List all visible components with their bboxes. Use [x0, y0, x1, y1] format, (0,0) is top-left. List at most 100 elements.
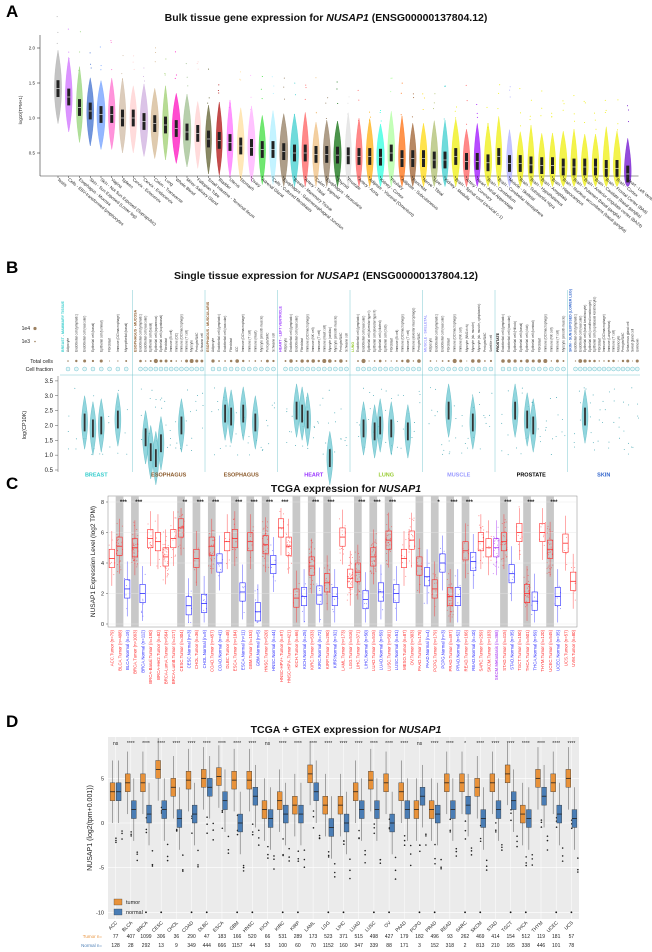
data-point — [412, 536, 414, 538]
tumor-count: 179 — [400, 934, 409, 940]
data-point — [310, 562, 312, 564]
expression-point — [537, 428, 539, 430]
outlier-point — [294, 94, 296, 96]
data-point — [423, 602, 425, 604]
data-point — [313, 583, 315, 585]
outlier-point — [347, 102, 349, 104]
expression-point — [262, 449, 264, 450]
expression-point — [485, 422, 487, 424]
outlier-point — [145, 911, 147, 914]
cell-type-label: Sebaceous gland cell — [626, 321, 630, 352]
data-point — [309, 576, 311, 578]
cell-fraction-pie — [168, 366, 174, 372]
data-point — [170, 525, 172, 527]
outlier-point — [561, 855, 564, 857]
panel-b-title: Single tissue expression for NUSAP1 (ENS… — [0, 270, 652, 282]
total-cells-dot — [562, 360, 565, 362]
expression-point — [268, 443, 270, 445]
expression-point — [273, 407, 275, 409]
data-point — [262, 555, 264, 557]
expression-point — [484, 417, 486, 419]
data-point — [386, 524, 388, 526]
cell-type-label: Epithelial cell (alveolar type I) — [367, 311, 371, 352]
total-cells-dot — [507, 359, 511, 363]
outlier-point — [312, 815, 315, 818]
cell-fraction-pie — [635, 366, 640, 372]
normal-count: 171 — [400, 943, 409, 949]
x-tick-label: LGG.Tumor (n=516) — [348, 629, 353, 668]
data-point — [311, 580, 313, 582]
data-point — [285, 532, 287, 534]
cell-type-label: Epithelial cell (suprabasal keratinocyte… — [593, 297, 597, 352]
box — [242, 404, 245, 423]
outlier-point — [121, 832, 123, 835]
total-cells-dot — [357, 360, 359, 362]
outlier-point — [318, 834, 321, 837]
expression-point — [369, 392, 371, 394]
total-cells-dot — [452, 358, 457, 364]
y-tick-label: 2.5 — [45, 409, 54, 415]
data-point — [364, 603, 366, 605]
data-point — [417, 547, 419, 549]
outlier-point — [562, 109, 564, 111]
data-point — [526, 596, 528, 598]
cell-fraction-pie — [333, 366, 338, 372]
data-point — [163, 531, 165, 533]
outlier-point — [288, 856, 290, 858]
data-point — [164, 543, 166, 545]
x-tick-label: KIRP.Normal (n=32) — [333, 629, 338, 668]
total-cells-dot — [185, 359, 189, 363]
expression-point — [434, 415, 436, 417]
significance-label: *** — [212, 500, 220, 506]
data-point — [295, 593, 297, 595]
outlier-point — [449, 831, 452, 833]
data-point — [109, 563, 111, 565]
data-point — [359, 590, 361, 592]
x-tick-label: LAML.Tumor (n=173) — [340, 629, 345, 670]
box — [514, 401, 516, 420]
outlier-point — [470, 847, 473, 849]
data-point — [242, 587, 244, 589]
tumor-count: 290 — [187, 934, 196, 940]
expression-point — [623, 430, 625, 432]
data-point — [256, 621, 258, 623]
outlier-point — [394, 869, 397, 872]
panel-d-letter: D — [6, 712, 19, 731]
cell-fraction-pie — [383, 366, 388, 372]
title-text: (ENSG00000137804.12) — [359, 270, 479, 282]
cell-type-label: Epithelial cell (basal) — [149, 323, 153, 352]
data-point — [339, 552, 341, 554]
expression-point — [414, 422, 415, 423]
data-point — [117, 539, 119, 541]
y-axis-label: NUSAP1 (log2(tpm+0.001)) — [87, 785, 94, 871]
outlier-point — [151, 849, 154, 852]
data-point — [358, 581, 360, 583]
cell-fraction-pie — [283, 366, 288, 372]
normal-count: 9 — [175, 943, 178, 949]
data-point — [481, 534, 483, 536]
cell-type-label: Immune (T cell) — [406, 330, 410, 352]
outlier-point — [423, 97, 425, 99]
outlier-point — [242, 870, 245, 872]
expression-point — [618, 426, 620, 428]
data-point — [519, 537, 521, 539]
expression-point — [602, 421, 603, 423]
expression-point — [74, 387, 76, 389]
data-point — [326, 588, 328, 590]
total-cells-dot — [390, 360, 392, 362]
outlier-point — [364, 853, 366, 856]
data-point — [286, 556, 288, 558]
outlier-point — [229, 103, 231, 105]
tumor-count: 498 — [370, 934, 379, 940]
shaded-band — [369, 496, 378, 627]
data-point — [448, 615, 450, 617]
expression-point — [286, 411, 288, 413]
expression-point — [161, 407, 163, 409]
data-point — [274, 559, 276, 561]
cell-type-label: Endothelial cell (lymphatic) — [139, 314, 143, 352]
data-point — [252, 530, 254, 532]
data-point — [133, 542, 135, 544]
data-point — [302, 610, 304, 612]
data-point — [365, 603, 367, 605]
expression-point — [313, 425, 315, 427]
